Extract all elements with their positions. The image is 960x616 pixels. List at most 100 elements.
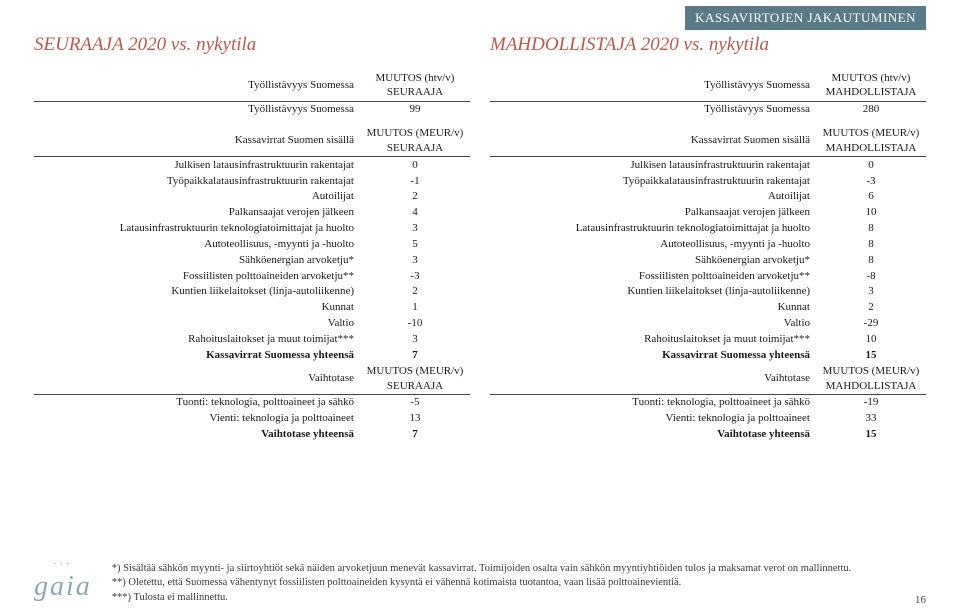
row-label: Latausinfrastruktuurin teknologiatoimitt… — [34, 221, 360, 237]
section-banner: KASSAVIRTOJEN JAKAUTUMINEN — [685, 6, 926, 30]
row-label: Kuntien liikelaitokset (linja-autoliiken… — [34, 284, 360, 300]
kv-header-label: Kassavirrat Suomen sisällä — [34, 126, 360, 157]
row-label: Rahoituslaitokset ja muut toimijat*** — [34, 332, 360, 348]
row-val: 10 — [816, 332, 926, 348]
kv-total-val: 7 — [360, 347, 470, 363]
row-val: -1 — [360, 173, 470, 189]
left-kv-rows: Julkisen latausinfrastruktuurin rakentaj… — [34, 157, 470, 348]
row-val: -29 — [816, 316, 926, 332]
row-val: 3 — [816, 284, 926, 300]
row-label: Valtio — [490, 316, 816, 332]
row-val: -10 — [360, 316, 470, 332]
row-val: 0 — [360, 157, 470, 173]
row-label: Työpaikkalatausinfrastruktuurin rakentaj… — [34, 173, 360, 189]
left-column: SEURAAJA 2020 vs. nykytila Työllistävyys… — [34, 34, 470, 442]
footnote-1: *) Sisältää sähkön myynti- ja siirtoyhti… — [112, 562, 926, 576]
row-label: Autoteollisuus, -myynti ja -huolto — [490, 236, 816, 252]
vt-header-val: MUUTOS (MEUR/v)SEURAAJA — [360, 363, 470, 394]
two-column-layout: SEURAAJA 2020 vs. nykytila Työllistävyys… — [0, 0, 960, 442]
left-table: Työllistävyys Suomessa MUUTOS (htv/v)SEU… — [34, 70, 470, 442]
row-val: 10 — [816, 205, 926, 221]
vt-total-label: Vaihtotase yhteensä — [490, 427, 816, 443]
row-label: Sähköenergian arvoketju* — [490, 252, 816, 268]
row-val: 2 — [360, 284, 470, 300]
row-label: Fossiilisten polttoaineiden arvoketju** — [34, 268, 360, 284]
row-label: Julkisen latausinfrastruktuurin rakentaj… — [34, 157, 360, 173]
row-val: 1 — [360, 300, 470, 316]
row-val: 0 — [816, 157, 926, 173]
footer: ··· gaia *) Sisältää sähkön myynti- ja s… — [34, 562, 926, 606]
right-kv-rows: Julkisen latausinfrastruktuurin rakentaj… — [490, 157, 926, 348]
row-label: Tuonti: teknologia, polttoaineet ja sähk… — [490, 394, 816, 410]
left-emp-rows: Työllistävyys Suomessa99 — [34, 101, 470, 117]
row-label: Työpaikkalatausinfrastruktuurin rakentaj… — [490, 173, 816, 189]
footnotes: *) Sisältää sähkön myynti- ja siirtoyhti… — [112, 562, 926, 605]
row-label: Työllistävyys Suomessa — [34, 101, 360, 117]
row-val: -19 — [816, 394, 926, 410]
row-label: Vienti: teknologia ja polttoaineet — [34, 411, 360, 427]
right-title: MAHDOLLISTAJA 2020 vs. nykytila — [490, 34, 926, 56]
gaia-logo: ··· gaia — [34, 562, 92, 606]
row-label: Vienti: teknologia ja polttoaineet — [490, 411, 816, 427]
row-val: 2 — [360, 189, 470, 205]
vt-header-label: Vaihtotase — [490, 363, 816, 394]
row-val: 8 — [816, 236, 926, 252]
vt-total-label: Vaihtotase yhteensä — [34, 427, 360, 443]
right-table: Työllistävyys Suomessa MUUTOS (htv/v)MAH… — [490, 70, 926, 442]
footnote-2: **) Oletettu, että Suomessa vähentynyt f… — [112, 576, 926, 590]
row-label: Autoteollisuus, -myynti ja -huolto — [34, 236, 360, 252]
row-label: Kuntien liikelaitokset (linja-autoliiken… — [490, 284, 816, 300]
kv-header-val: MUUTOS (MEUR/v)MAHDOLLISTAJA — [816, 126, 926, 157]
right-emp-rows: Työllistävyys Suomessa280 — [490, 101, 926, 117]
logo-dots-icon: ··· — [53, 558, 72, 572]
page-number: 16 — [915, 594, 926, 606]
kv-header-val: MUUTOS (MEUR/v)SEURAAJA — [360, 126, 470, 157]
row-val: 8 — [816, 252, 926, 268]
row-label: Palkansaajat verojen jälkeen — [34, 205, 360, 221]
emp-header-label: Työllistävyys Suomessa — [34, 70, 360, 101]
row-val: 280 — [816, 101, 926, 117]
right-column: MAHDOLLISTAJA 2020 vs. nykytila Työllist… — [490, 34, 926, 442]
vt-total-val: 7 — [360, 427, 470, 443]
row-label: Kunnat — [490, 300, 816, 316]
row-val: 3 — [360, 332, 470, 348]
vt-total-val: 15 — [816, 427, 926, 443]
row-label: Autoilijat — [34, 189, 360, 205]
row-val: -3 — [360, 268, 470, 284]
emp-header-val: MUUTOS (htv/v)MAHDOLLISTAJA — [816, 70, 926, 101]
row-val: 6 — [816, 189, 926, 205]
row-label: Palkansaajat verojen jälkeen — [490, 205, 816, 221]
row-label: Tuonti: teknologia, polttoaineet ja sähk… — [34, 394, 360, 410]
footnote-3: ***) Tulosta ei mallinnettu. — [112, 591, 926, 605]
left-vt-rows: Tuonti: teknologia, polttoaineet ja sähk… — [34, 394, 470, 426]
row-val: 13 — [360, 411, 470, 427]
row-label: Fossiilisten polttoaineiden arvoketju** — [490, 268, 816, 284]
right-vt-rows: Tuonti: teknologia, polttoaineet ja sähk… — [490, 394, 926, 426]
row-label: Työllistävyys Suomessa — [490, 101, 816, 117]
row-label: Valtio — [34, 316, 360, 332]
emp-header-val: MUUTOS (htv/v)SEURAAJA — [360, 70, 470, 101]
row-val: 8 — [816, 221, 926, 237]
row-val: 5 — [360, 236, 470, 252]
row-val: 3 — [360, 221, 470, 237]
kv-header-label: Kassavirrat Suomen sisällä — [490, 126, 816, 157]
row-label: Kunnat — [34, 300, 360, 316]
kv-total-label: Kassavirrat Suomessa yhteensä — [34, 347, 360, 363]
row-label: Julkisen latausinfrastruktuurin rakentaj… — [490, 157, 816, 173]
vt-header-label: Vaihtotase — [34, 363, 360, 394]
emp-header-label: Työllistävyys Suomessa — [490, 70, 816, 101]
vt-header-val: MUUTOS (MEUR/v)MAHDOLLISTAJA — [816, 363, 926, 394]
row-val: 4 — [360, 205, 470, 221]
row-val: -3 — [816, 173, 926, 189]
row-label: Rahoituslaitokset ja muut toimijat*** — [490, 332, 816, 348]
row-val: -5 — [360, 394, 470, 410]
row-val: 33 — [816, 411, 926, 427]
left-title: SEURAAJA 2020 vs. nykytila — [34, 34, 470, 56]
kv-total-label: Kassavirrat Suomessa yhteensä — [490, 347, 816, 363]
row-label: Latausinfrastruktuurin teknologiatoimitt… — [490, 221, 816, 237]
row-val: 99 — [360, 101, 470, 117]
row-val: -8 — [816, 268, 926, 284]
kv-total-val: 15 — [816, 347, 926, 363]
row-label: Sähköenergian arvoketju* — [34, 252, 360, 268]
row-label: Autoilijat — [490, 189, 816, 205]
